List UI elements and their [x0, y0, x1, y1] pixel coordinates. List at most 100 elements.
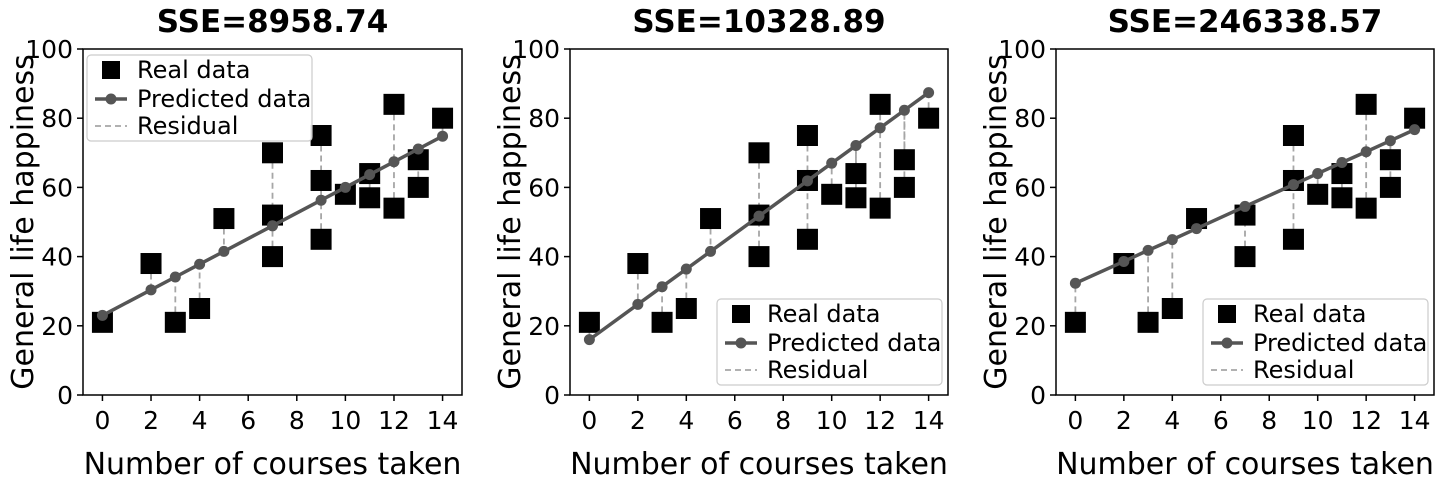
y-tick-label: 0 [544, 381, 560, 410]
legend-predicted-marker [1221, 337, 1233, 349]
predicted-data-point [364, 169, 376, 181]
predicted-data-point [705, 245, 717, 257]
legend-label: Real data [137, 56, 250, 84]
real-data-point [407, 176, 429, 198]
real-data-point [189, 298, 211, 319]
y-tick-label: 60 [1014, 173, 1046, 202]
real-data-point [748, 142, 770, 164]
legend-label: Residual [767, 356, 868, 384]
y-tick-label: 60 [41, 173, 73, 202]
predicted-data-point [96, 309, 108, 321]
y-tick-label: 100 [998, 35, 1046, 64]
y-axis-label: General life happiness [6, 54, 41, 390]
real-data-point [869, 93, 891, 115]
x-axis-label: Number of courses taken [1056, 447, 1434, 482]
predicted-data-point [218, 245, 230, 257]
predicted-data-point [388, 156, 400, 168]
x-tick-label: 12 [1350, 406, 1382, 435]
real-data-point [1307, 183, 1329, 205]
x-tick-label: 6 [240, 406, 256, 435]
chart-panel-3: 0 2 4 6 8 10 12 14 0 20 40 60 80 100 SSE=246338.57 Numb… [979, 4, 1435, 482]
real-data-point [1137, 311, 1159, 333]
real-data-point [627, 253, 649, 275]
x-tick-label: 10 [816, 406, 848, 435]
real-data-point [845, 187, 867, 209]
x-tick-label: 14 [427, 406, 459, 435]
real-data-point [578, 311, 600, 333]
y-tick-label: 40 [1014, 243, 1046, 272]
real-data-point [796, 228, 818, 250]
predicted-data-point [1409, 124, 1421, 136]
y-tick-label: 20 [528, 312, 560, 341]
predicted-data-points [583, 87, 935, 346]
predicted-data-point [412, 143, 424, 155]
real-data-point [383, 197, 405, 219]
predicted-data-point [1142, 244, 1154, 256]
predicted-data-point [923, 87, 935, 99]
y-tick-label: 100 [512, 35, 560, 64]
predicted-data-point [1312, 168, 1324, 180]
predicted-data-point [1384, 135, 1396, 147]
plot-frame [569, 48, 949, 396]
chart-panel-2: 0 2 4 6 8 10 12 14 0 20 40 60 80 100 SSE=10328.89 Numbe… [493, 4, 949, 482]
legend-predicted-marker [105, 93, 117, 105]
real-data-point [893, 176, 915, 198]
legend-predicted-marker [735, 337, 747, 349]
predicted-data-points [96, 130, 449, 321]
real-data-point [845, 163, 867, 185]
predicted-data-point [437, 130, 449, 142]
real-data-point [432, 107, 454, 129]
predicted-data-point [850, 140, 862, 152]
real-data-point [821, 183, 843, 205]
real-data-point [1282, 125, 1304, 146]
legend-real-marker [732, 305, 750, 323]
legend-real-marker [102, 61, 120, 79]
predicted-data-point [632, 298, 644, 310]
predicted-data-points [1069, 124, 1421, 289]
predicted-data-point [1166, 234, 1178, 246]
predicted-data-point [315, 194, 327, 206]
predicted-data-point [656, 281, 668, 293]
predicted-data-point [1336, 156, 1348, 168]
legend-label: Predicted data [1253, 329, 1427, 357]
real-data-point [359, 187, 381, 209]
real-data-point [262, 246, 283, 268]
predicted-data-point [169, 271, 181, 283]
real-data-point [796, 125, 818, 146]
predicted-data-point [898, 104, 910, 116]
real-data-point [164, 311, 186, 333]
predicted-data-point [753, 210, 765, 222]
x-tick-label: 4 [1164, 406, 1180, 435]
real-data-point [91, 311, 113, 333]
real-data-point [1186, 208, 1208, 230]
real-data-point [748, 246, 770, 268]
legend-box [716, 298, 943, 386]
chart-title: SSE=8958.74 [157, 4, 389, 40]
x-tick-label: 4 [192, 406, 208, 435]
x-tick-label: 12 [378, 406, 410, 435]
y-tick-label: 40 [41, 243, 73, 272]
x-tick-label: 14 [913, 406, 945, 435]
x-tick-label: 4 [678, 406, 694, 435]
y-tick-label: 60 [528, 173, 560, 202]
predicted-data-point [1069, 277, 1081, 289]
real-data-points [91, 93, 454, 333]
x-tick-label: 10 [1302, 406, 1334, 435]
predicted-data-point [874, 122, 886, 134]
x-tick-label: 6 [727, 406, 743, 435]
y-tick-label: 20 [1014, 312, 1046, 341]
y-tick-label: 0 [1030, 381, 1046, 410]
legend-label: Real data [1253, 300, 1366, 328]
real-data-point [1161, 298, 1183, 319]
predicted-data-point [194, 258, 206, 270]
real-data-point [893, 149, 915, 171]
predicted-data-point [267, 220, 278, 232]
real-data-point [1282, 228, 1304, 250]
x-tick-label: 0 [1067, 406, 1083, 435]
real-data-point [651, 311, 673, 333]
real-data-point [1355, 93, 1377, 115]
plot-frame [82, 48, 463, 396]
predicted-data-point [339, 181, 351, 193]
x-tick-label: 8 [289, 406, 305, 435]
